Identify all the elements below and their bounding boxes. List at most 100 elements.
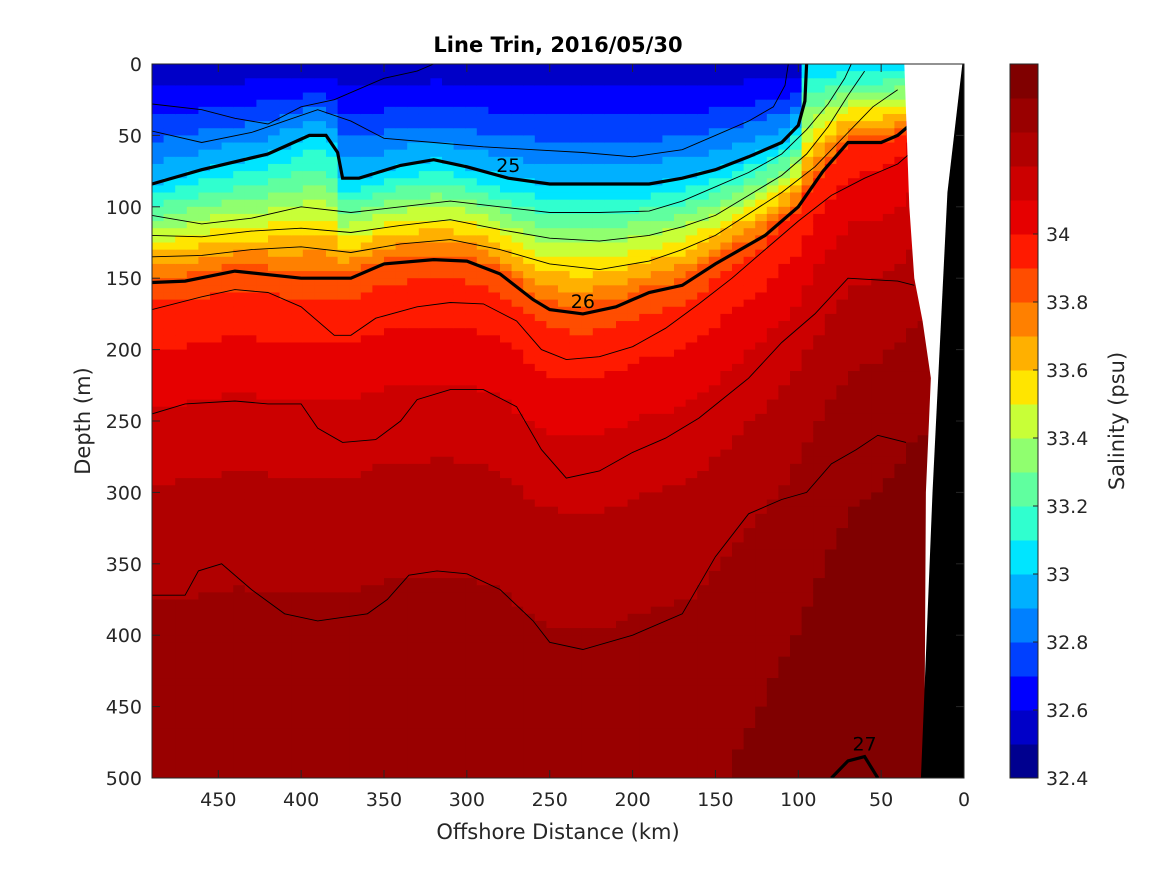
field-cell	[152, 121, 165, 129]
field-cell	[302, 692, 315, 701]
field-cell	[465, 763, 478, 772]
field-cell	[291, 249, 304, 258]
field-cell	[279, 685, 292, 693]
field-cell	[337, 185, 350, 194]
field-cell	[569, 549, 582, 558]
field-cell	[627, 299, 640, 308]
field-cell	[244, 335, 257, 344]
field-cell	[349, 720, 362, 729]
field-cell	[558, 699, 571, 708]
field-cell	[314, 163, 327, 172]
field-cell	[523, 428, 536, 436]
field-cell	[650, 328, 663, 336]
field-cell	[372, 306, 385, 315]
field-cell	[465, 649, 478, 658]
field-cell	[581, 470, 594, 479]
field-cell	[627, 221, 640, 229]
field-cell	[291, 356, 304, 365]
field-cell	[186, 485, 199, 493]
field-cell	[244, 578, 257, 586]
field-cell	[186, 406, 199, 415]
field-cell	[407, 299, 420, 308]
field-cell	[697, 342, 710, 351]
field-cell	[326, 71, 339, 79]
field-cell	[558, 121, 571, 129]
field-cell	[198, 442, 211, 451]
field-cell	[186, 749, 199, 758]
field-cell	[581, 570, 594, 579]
field-cell	[418, 85, 431, 94]
field-cell	[546, 235, 559, 244]
field-cell	[511, 378, 524, 386]
field-cell	[581, 535, 594, 543]
field-cell	[163, 128, 176, 136]
field-cell	[337, 620, 350, 629]
field-cell	[186, 228, 199, 236]
field-cell	[407, 613, 420, 622]
field-cell	[326, 670, 339, 679]
field-cell	[314, 478, 327, 486]
field-cell	[697, 185, 710, 194]
field-cell	[314, 356, 327, 365]
field-cell	[662, 271, 675, 279]
field-cell	[604, 685, 617, 693]
field-cell	[384, 578, 397, 586]
field-cell	[175, 349, 188, 358]
field-cell	[302, 763, 315, 772]
field-cell	[476, 235, 489, 244]
field-cell	[685, 71, 698, 79]
field-cell	[558, 206, 571, 215]
field-cell	[175, 192, 188, 201]
field-cell	[256, 720, 269, 729]
field-cell	[372, 121, 385, 129]
field-cell	[291, 313, 304, 322]
field-cell	[221, 528, 234, 536]
field-cell	[279, 371, 292, 379]
field-cell	[360, 321, 373, 329]
field-cell	[581, 228, 594, 236]
field-cell	[210, 613, 223, 622]
field-cell	[395, 713, 408, 722]
field-cell	[198, 485, 211, 493]
field-cell	[662, 506, 675, 515]
field-cell	[488, 428, 501, 436]
field-cell	[685, 756, 698, 765]
field-cell	[604, 599, 617, 608]
field-cell	[186, 149, 199, 158]
field-cell	[407, 313, 420, 322]
field-cell	[720, 592, 733, 601]
field-cell	[360, 378, 373, 386]
field-cell	[511, 456, 524, 465]
field-cell	[198, 199, 211, 208]
field-cell	[175, 142, 188, 151]
field-cell	[221, 78, 234, 87]
field-cell	[569, 356, 582, 365]
field-cell	[442, 263, 455, 272]
field-cell	[256, 71, 269, 79]
field-cell	[500, 742, 513, 751]
field-cell	[268, 478, 281, 486]
field-cell	[302, 256, 315, 265]
field-cell	[302, 749, 315, 758]
field-cell	[279, 456, 292, 465]
field-cell	[546, 735, 559, 743]
field-cell	[558, 649, 571, 658]
field-cell	[465, 620, 478, 629]
field-cell	[430, 770, 443, 778]
field-cell	[442, 499, 455, 508]
field-cell	[210, 113, 223, 122]
field-cell	[163, 470, 176, 479]
field-cell	[558, 463, 571, 472]
field-cell	[256, 228, 269, 236]
field-cell	[511, 313, 524, 322]
field-cell	[256, 421, 269, 429]
field-cell	[650, 556, 663, 565]
field-cell	[569, 313, 582, 322]
field-cell	[291, 599, 304, 608]
field-cell	[720, 206, 733, 215]
field-cell	[175, 492, 188, 501]
field-cell	[558, 706, 571, 715]
field-cell	[604, 428, 617, 436]
field-cell	[639, 321, 652, 329]
field-cell	[442, 113, 455, 122]
